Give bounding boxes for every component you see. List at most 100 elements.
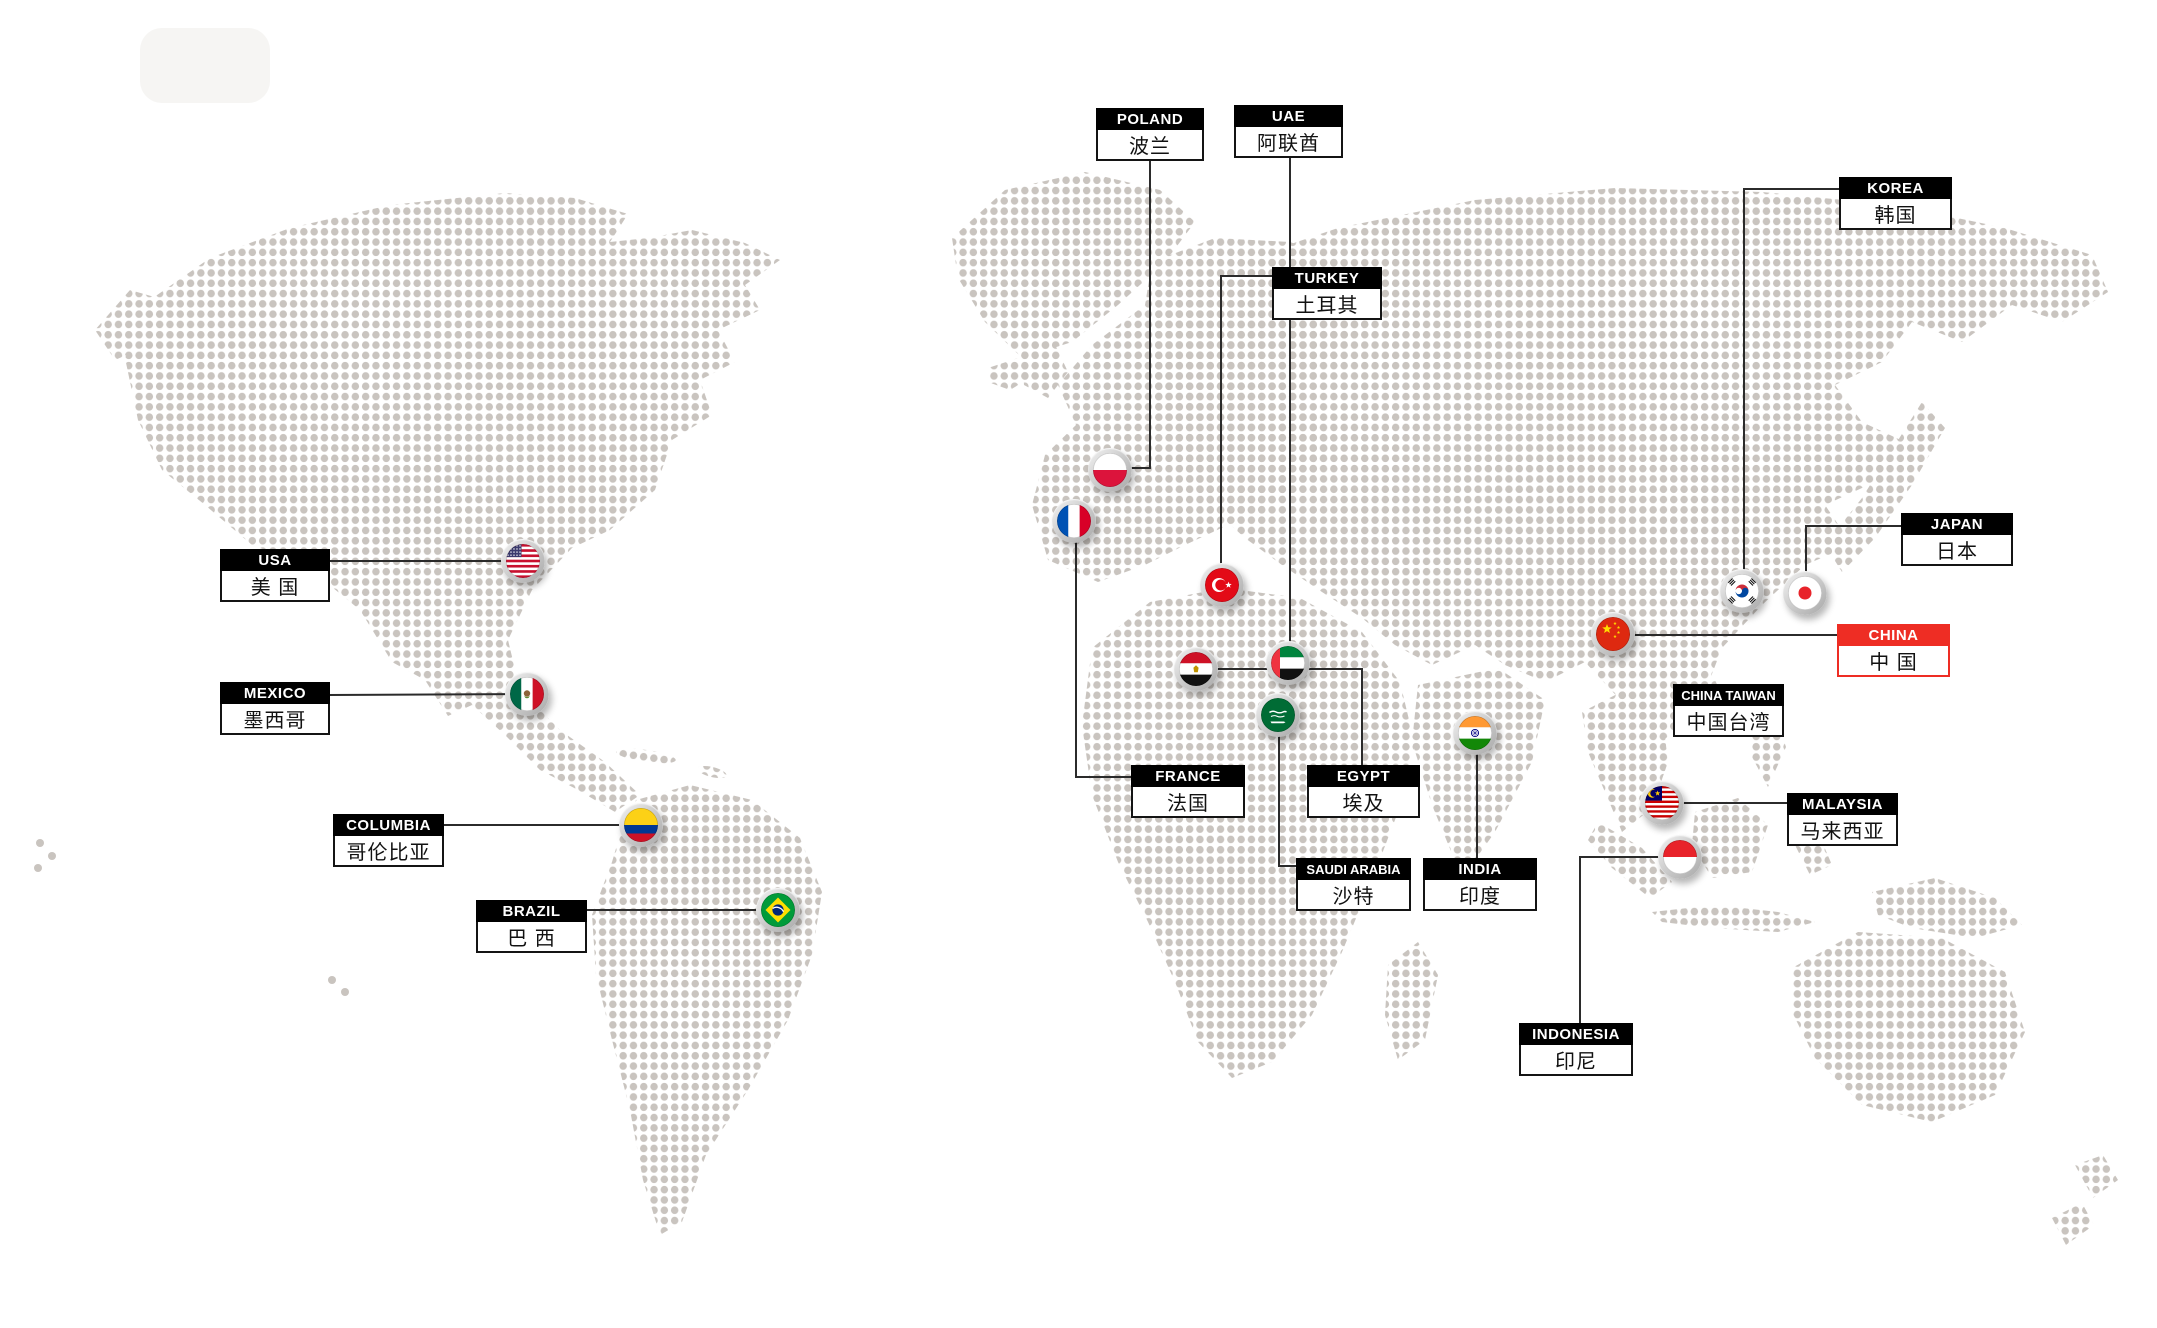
brazil-label: BRAZIL 巴 西 [476, 900, 587, 953]
india-flag-marker [1453, 711, 1497, 755]
usa-label-zh: 美 国 [220, 571, 330, 602]
indonesia-connector-line [1579, 856, 1680, 1023]
islands-caribbean [616, 748, 676, 764]
japan-label-en: JAPAN [1901, 513, 2013, 535]
korea-flag-icon [1725, 574, 1759, 608]
china_taiwan-label-en: CHINA TAIWAN [1673, 684, 1784, 706]
brazil-flag-icon [761, 893, 795, 927]
indonesia-flag-marker [1658, 835, 1702, 879]
korea-flag-marker [1720, 569, 1764, 613]
turkey-label: TURKEY 土耳其 [1272, 267, 1382, 320]
islands-new-zealand [2052, 1155, 2118, 1245]
saudi_arabia-flag-icon [1261, 698, 1295, 732]
france-label-zh: 法国 [1131, 787, 1245, 818]
france-connector-line [1075, 521, 1133, 778]
usa-flag-marker [501, 539, 545, 583]
uae-label: UAE 阿联酋 [1234, 105, 1343, 158]
china_taiwan-label: CHINA TAIWAN 中国台湾 [1673, 684, 1784, 737]
stray-dots [34, 839, 349, 996]
islands-japan [1825, 402, 1945, 572]
indonesia-label-zh: 印尼 [1519, 1045, 1633, 1076]
poland-label: POLAND 波兰 [1096, 108, 1204, 161]
japan-label-zh: 日本 [1901, 535, 2013, 566]
uae-flag-marker [1266, 641, 1310, 685]
usa-flag-icon [506, 544, 540, 578]
islands-caribbean-2 [697, 765, 727, 779]
france-flag-icon [1057, 504, 1091, 538]
japan-flag-marker [1783, 571, 1827, 615]
india-label-en: INDIA [1423, 858, 1537, 880]
island-borneo [1692, 798, 1768, 878]
island-java [1652, 905, 1815, 932]
china-label-en: CHINA [1837, 624, 1950, 646]
egypt-label: EGYPT 埃及 [1307, 765, 1420, 818]
indonesia-flag-icon [1663, 840, 1697, 874]
saudi_arabia-label-zh: 沙特 [1296, 880, 1411, 911]
japan-flag-icon [1788, 576, 1822, 610]
columbia-label: COLUMBIA 哥伦比亚 [333, 814, 444, 867]
faint-corner-blob [140, 28, 270, 103]
india-label: INDIA 印度 [1423, 858, 1537, 911]
uae-flag-icon [1271, 646, 1305, 680]
island-sumatra [1588, 822, 1672, 898]
poland-flag-marker [1088, 448, 1132, 492]
poland-label-en: POLAND [1096, 108, 1204, 130]
uae-label-zh: 阿联酋 [1234, 127, 1343, 158]
mexico-flag-marker [505, 672, 549, 716]
brazil-label-zh: 巴 西 [476, 922, 587, 953]
continent-australia [1792, 932, 2025, 1122]
turkey-flag-icon [1205, 568, 1239, 602]
island-madagascar [1385, 942, 1438, 1060]
brazil-label-en: BRAZIL [476, 900, 587, 922]
egypt-connector-line [1196, 668, 1363, 766]
columbia-flag-marker [619, 803, 663, 847]
region-india [1412, 668, 1545, 878]
china-label-zh: 中 国 [1837, 646, 1950, 677]
mexico-flag-icon [510, 677, 544, 711]
continent-north-america [95, 193, 780, 812]
malaysia-flag-marker [1640, 781, 1684, 825]
turkey-label-zh: 土耳其 [1272, 289, 1382, 320]
brazil-flag-marker [756, 888, 800, 932]
korea-label-zh: 韩国 [1839, 199, 1952, 230]
japan-connector-line [1805, 525, 1903, 593]
saudi_arabia-connector-line [1278, 715, 1298, 867]
korea-label: KOREA 韩国 [1839, 177, 1952, 230]
mexico-connector-line [327, 693, 528, 696]
malaysia-flag-icon [1645, 786, 1679, 820]
mexico-label-zh: 墨西哥 [220, 704, 330, 735]
uae-label-en: UAE [1234, 105, 1343, 127]
usa-label-en: USA [220, 549, 330, 571]
turkey-flag-marker [1200, 563, 1244, 607]
china-label: CHINA 中 国 [1837, 624, 1950, 677]
island-new-guinea [1872, 878, 2022, 938]
continent-greenland [952, 172, 1195, 358]
poland-label-zh: 波兰 [1096, 130, 1204, 161]
continent-asia [1138, 188, 2108, 742]
poland-flag-icon [1093, 453, 1127, 487]
usa-label: USA 美 国 [220, 549, 330, 602]
mexico-label: MEXICO 墨西哥 [220, 682, 330, 735]
turkey-label-en: TURKEY [1272, 267, 1382, 289]
poland-connector-line [1112, 158, 1151, 469]
india-flag-icon [1458, 716, 1492, 750]
saudi_arabia-flag-marker [1256, 693, 1300, 737]
saudi_arabia-label-en: SAUDI ARABIA [1296, 858, 1411, 880]
malaysia-label: MALAYSIA 马来西亚 [1787, 793, 1898, 846]
malaysia-label-zh: 马来西亚 [1787, 815, 1898, 846]
malaysia-label-en: MALAYSIA [1787, 793, 1898, 815]
china-flag-icon [1596, 617, 1630, 651]
columbia-label-zh: 哥伦比亚 [333, 836, 444, 867]
egypt-label-zh: 埃及 [1307, 787, 1420, 818]
mexico-label-en: MEXICO [220, 682, 330, 704]
korea-label-en: KOREA [1839, 177, 1952, 199]
france-flag-marker [1052, 499, 1096, 543]
turkey-connector-line [1220, 275, 1274, 585]
columbia-label-en: COLUMBIA [333, 814, 444, 836]
island-sulawesi [1795, 837, 1832, 875]
france-label-en: FRANCE [1131, 765, 1245, 787]
indonesia-label-en: INDONESIA [1519, 1023, 1633, 1045]
china-flag-marker [1591, 612, 1635, 656]
